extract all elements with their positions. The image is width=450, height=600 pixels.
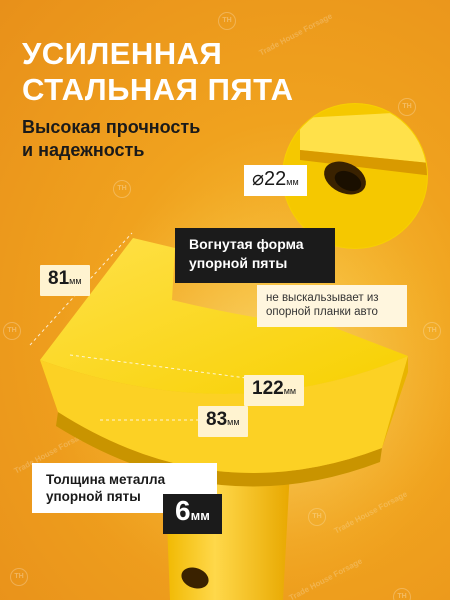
concave-shape-note: не выскальзывает из опорной планки авто	[257, 285, 407, 327]
thickness-label-1: Толщина металла	[46, 472, 166, 487]
watermark-logo-icon: TH	[113, 180, 131, 198]
width-dimension: 81мм	[40, 265, 90, 296]
diameter-unit: мм	[286, 177, 299, 187]
watermark-logo-icon: TH	[398, 98, 416, 116]
watermark-logo-icon: TH	[10, 568, 28, 586]
inner-length-value: 83	[206, 409, 228, 430]
outer-length-dimension: 122мм	[244, 375, 305, 406]
concave-shape-note-1: не выскальзывает из	[266, 292, 379, 304]
thickness-unit: мм	[190, 508, 210, 523]
headline-line-2: СТАЛЬНАЯ ПЯТА	[22, 72, 294, 107]
heel-front-edge	[56, 412, 382, 487]
diameter-icon: ⌀	[252, 168, 265, 190]
headline: УСИЛЕННАЯ СТАЛЬНАЯ ПЯТА	[22, 36, 294, 108]
inner-length-dimension: 83мм	[198, 406, 248, 437]
watermark-logo-icon: TH	[393, 588, 411, 600]
concave-shape-note-2: опорной планки авто	[266, 306, 378, 318]
thickness-value-badge: 6мм	[163, 494, 222, 534]
concave-shape-title-1: Вогнутая форма	[189, 236, 304, 252]
subheadline-line-2: и надежность	[22, 140, 145, 160]
concave-shape-title-2: упорной пяты	[189, 255, 288, 271]
rod-hole	[181, 567, 209, 589]
diameter-badge: ⌀22мм	[244, 165, 307, 196]
outer-length-value: 122	[252, 378, 284, 399]
concave-shape-callout: Вогнутая форма упорной пяты	[175, 228, 335, 283]
outer-length-unit: мм	[283, 386, 297, 396]
thickness-label-2: упорной пяты	[46, 489, 141, 504]
subheadline: Высокая прочность и надежность	[22, 116, 200, 162]
thickness-value: 6	[175, 495, 191, 526]
headline-line-1: УСИЛЕННАЯ	[22, 36, 223, 71]
dim-line-width	[29, 232, 133, 346]
inner-length-unit: мм	[227, 417, 240, 427]
watermark-logo-icon: TH	[218, 12, 236, 30]
width-unit: мм	[69, 276, 82, 286]
subheadline-line-1: Высокая прочность	[22, 117, 201, 137]
width-value: 81	[48, 268, 70, 289]
heel-top-face	[40, 238, 408, 395]
watermark-logo-icon: TH	[3, 322, 21, 340]
diameter-value: 22	[264, 168, 287, 190]
